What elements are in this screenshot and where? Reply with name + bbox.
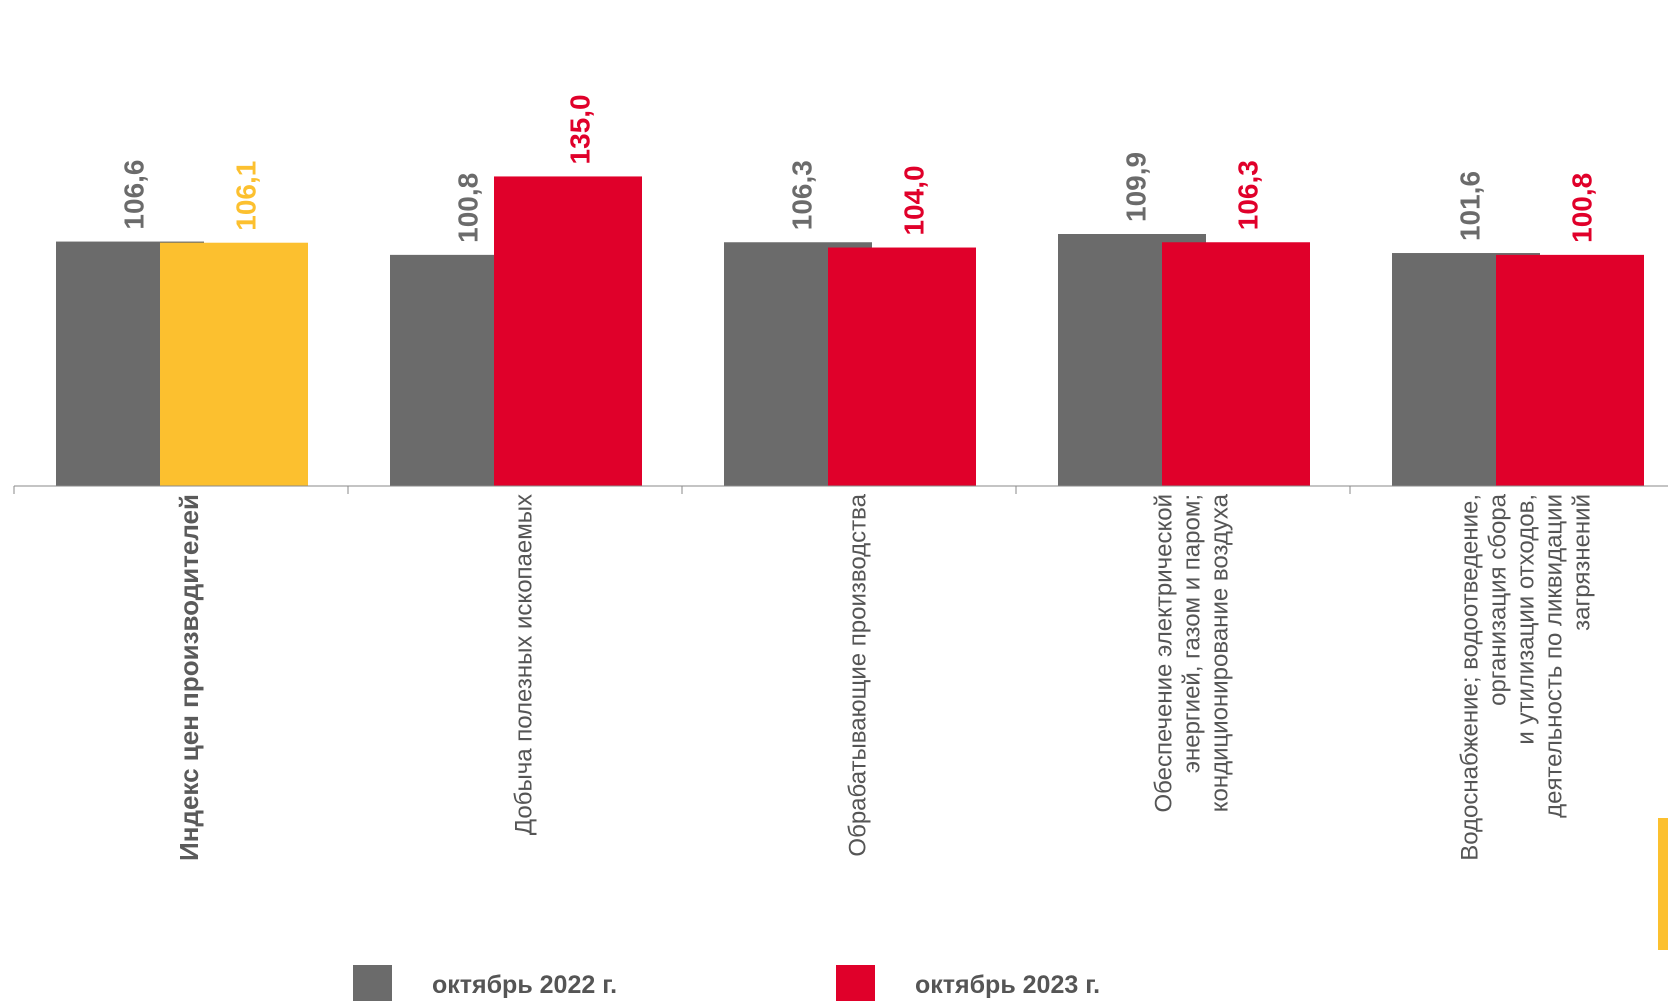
category-label-line: деятельность по ликвидации: [1540, 494, 1567, 818]
category-label-line: и утилизации отходов,: [1512, 494, 1539, 745]
category-label-line: энергией, газом и паром;: [1178, 494, 1205, 773]
legend-swatch-2023: [836, 965, 875, 1001]
bar-2023: [828, 247, 976, 486]
value-label-2023: 106,1: [230, 161, 261, 231]
category-labels-layer: Индекс цен производителей Добыча полезных…: [174, 493, 1595, 861]
bars-layer: [56, 176, 1644, 486]
category-label-line: загрязнений: [1568, 494, 1595, 631]
category-label-line: Обеспечение электрической: [1150, 494, 1177, 813]
value-label-2022: 106,6: [118, 159, 149, 229]
value-label-2022: 106,3: [786, 160, 817, 230]
x-axis-ticks: [13, 486, 1351, 494]
value-label-2022: 100,8: [452, 173, 483, 243]
bar-2023: [1496, 254, 1644, 486]
legend-label-2022: октябрь 2022 г.: [432, 971, 617, 999]
bar-2023: [494, 176, 642, 486]
category-label-line: кондиционирование воздуха: [1206, 493, 1233, 812]
value-label-2023: 106,3: [1232, 160, 1263, 230]
bar-2023: [160, 242, 308, 486]
category-label-line: Водоснабжение; водоотведение,: [1456, 494, 1483, 861]
legend-swatch-2022: [353, 965, 392, 1001]
side-accent-bar: [1658, 818, 1668, 950]
category-label-line: Индекс цен производителей: [174, 494, 204, 861]
value-label-2022: 109,9: [1120, 152, 1151, 222]
category-label-line: организация сбора: [1484, 493, 1511, 706]
bar-2023: [1162, 242, 1310, 486]
category-label-line: Обрабатывающие производства: [844, 493, 871, 856]
value-label-2023: 135,0: [564, 94, 595, 164]
value-label-2023: 100,8: [1566, 173, 1597, 243]
value-label-2022: 101,6: [1454, 171, 1485, 241]
legend-label-2023: октябрь 2023 г.: [915, 971, 1100, 999]
legend: октябрь 2022 г. октябрь 2023 г.: [353, 965, 1100, 1001]
category-label-line: Добыча полезных ископаемых: [510, 494, 537, 835]
value-labels-layer: 106,6 106,1 100,8 135,0 106,3 104,0 109,9 106,3…: [118, 94, 1597, 242]
value-label-2023: 104,0: [898, 165, 929, 235]
